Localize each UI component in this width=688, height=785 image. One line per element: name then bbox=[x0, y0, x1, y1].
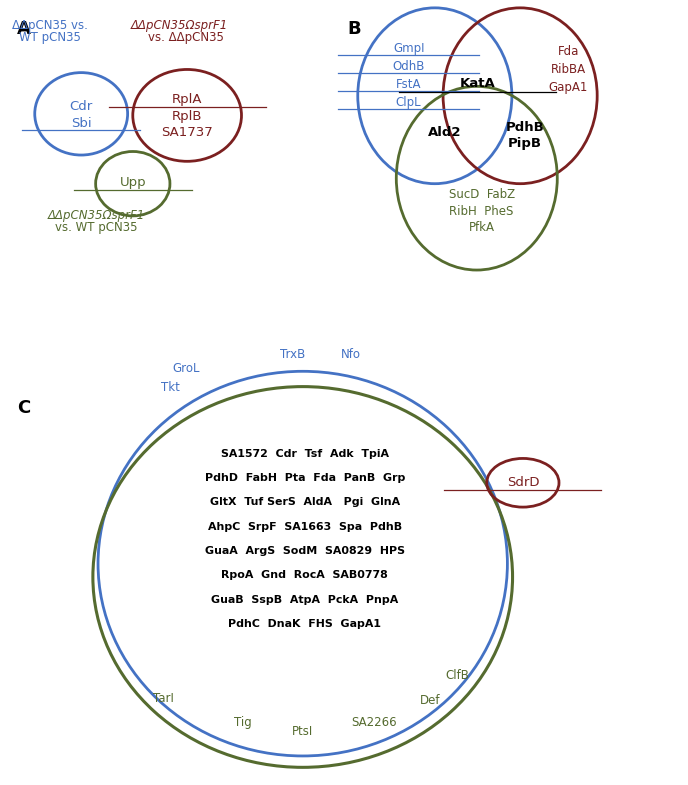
Text: RplA: RplA bbox=[172, 93, 202, 106]
Text: C: C bbox=[17, 399, 30, 417]
Text: ClpL: ClpL bbox=[396, 97, 422, 109]
Text: Def: Def bbox=[420, 694, 440, 707]
Text: FstA: FstA bbox=[396, 78, 422, 91]
Text: PdhD  FabH  Pta  Fda  PanB  Grp: PdhD FabH Pta Fda PanB Grp bbox=[204, 473, 405, 483]
Text: SucD  FabZ: SucD FabZ bbox=[449, 188, 515, 201]
Text: SA1737: SA1737 bbox=[161, 126, 213, 139]
Text: GmpI: GmpI bbox=[393, 42, 424, 55]
Text: A: A bbox=[17, 20, 31, 38]
Text: ΔΔpCN35 vs.: ΔΔpCN35 vs. bbox=[12, 19, 87, 31]
Text: OdhB: OdhB bbox=[392, 60, 425, 73]
Text: vs. ΔΔpCN35: vs. ΔΔpCN35 bbox=[148, 31, 224, 44]
Text: WT pCN35: WT pCN35 bbox=[19, 31, 80, 44]
Text: Tig: Tig bbox=[234, 717, 252, 729]
Text: Nfo: Nfo bbox=[341, 349, 361, 361]
Text: GltX  Tuf SerS  AldA   Pgi  GlnA: GltX Tuf SerS AldA Pgi GlnA bbox=[210, 498, 400, 507]
Text: Ald2: Ald2 bbox=[429, 126, 462, 139]
Text: ΔΔpCN35ΩsprF1: ΔΔpCN35ΩsprF1 bbox=[130, 19, 228, 31]
Text: Sbi: Sbi bbox=[71, 117, 92, 130]
Text: PdhB: PdhB bbox=[506, 121, 544, 133]
Text: TrxB: TrxB bbox=[280, 349, 305, 361]
Text: Cdr: Cdr bbox=[69, 100, 93, 113]
Text: PtsI: PtsI bbox=[292, 725, 313, 738]
Text: ΔΔpCN35ΩsprF1: ΔΔpCN35ΩsprF1 bbox=[47, 209, 145, 221]
Text: AhpC  SrpF  SA1663  Spa  PdhB: AhpC SrpF SA1663 Spa PdhB bbox=[208, 522, 402, 531]
Text: GuaA  ArgS  SodM  SA0829  HPS: GuaA ArgS SodM SA0829 HPS bbox=[205, 546, 405, 556]
Text: TarI: TarI bbox=[153, 692, 174, 705]
Text: PipB: PipB bbox=[508, 137, 542, 150]
Text: Tkt: Tkt bbox=[161, 382, 180, 394]
Text: RplB: RplB bbox=[172, 110, 202, 122]
Text: SA2266: SA2266 bbox=[351, 717, 396, 729]
Text: RpoA  Gnd  RocA  SAB0778: RpoA Gnd RocA SAB0778 bbox=[222, 571, 388, 580]
Text: RibH  PheS: RibH PheS bbox=[449, 205, 514, 217]
Text: vs. WT pCN35: vs. WT pCN35 bbox=[55, 221, 138, 234]
Text: Upp: Upp bbox=[120, 177, 146, 189]
Text: KatA: KatA bbox=[460, 78, 495, 90]
Text: SdrD: SdrD bbox=[506, 476, 539, 489]
Text: B: B bbox=[347, 20, 361, 38]
Text: GapA1: GapA1 bbox=[548, 81, 588, 93]
Text: ClfB: ClfB bbox=[446, 669, 469, 681]
Text: GuaB  SspB  AtpA  PckA  PnpA: GuaB SspB AtpA PckA PnpA bbox=[211, 595, 398, 604]
Text: PfkA: PfkA bbox=[469, 221, 495, 234]
Text: GroL: GroL bbox=[172, 363, 200, 375]
Text: SA1572  Cdr  Tsf  Adk  TpiA: SA1572 Cdr Tsf Adk TpiA bbox=[221, 449, 389, 458]
Text: Fda: Fda bbox=[557, 45, 579, 57]
Text: PdhC  DnaK  FHS  GapA1: PdhC DnaK FHS GapA1 bbox=[228, 619, 381, 629]
Text: RibBA: RibBA bbox=[550, 63, 586, 75]
